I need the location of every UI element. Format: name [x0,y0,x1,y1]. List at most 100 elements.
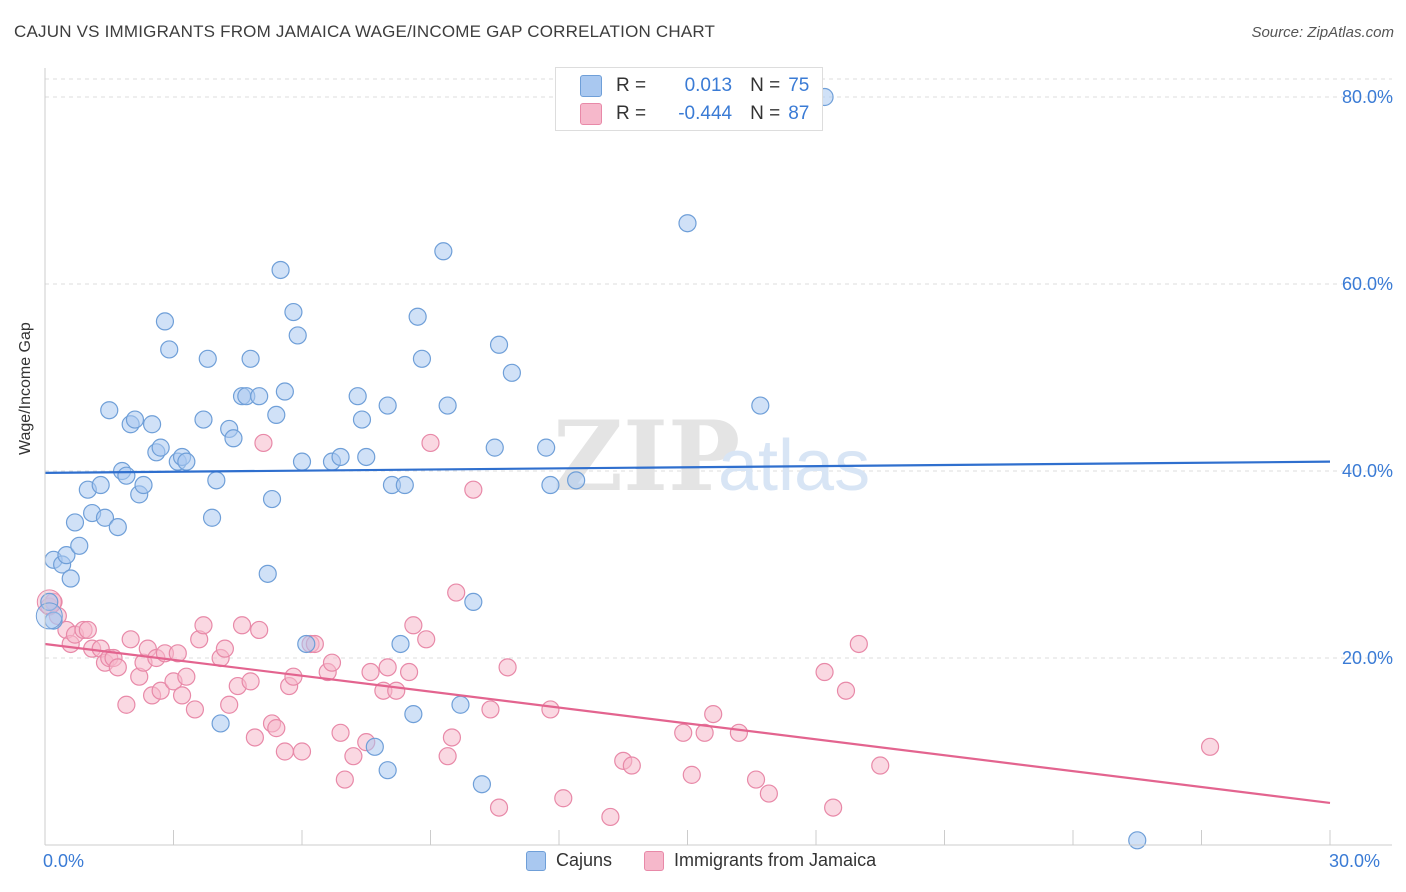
legend-item-jamaica[interactable]: Immigrants from Jamaica [644,850,876,871]
cajun-point [194,410,213,429]
jamaica-point [250,620,269,640]
cajun-point [288,326,307,345]
cajun-point [438,396,457,415]
cajun-point [378,761,397,780]
cajun-point [678,214,697,233]
y-tick-label: 20.0% [1342,648,1393,668]
cajun-point [142,415,162,434]
cajun-point [331,447,350,467]
jamaica-point [871,756,890,775]
jamaica-point [674,723,693,742]
jamaica-point [421,433,440,453]
cajun-point [297,634,316,654]
cajun-point [275,382,294,401]
cajun-point [451,695,470,714]
jamaica-point [241,672,260,691]
jamaica-point [815,662,834,682]
jamaica-point [172,686,192,705]
cajun-point [284,302,303,322]
cajun-point [151,438,170,457]
y-tick-label: 40.0% [1342,461,1393,481]
trend-lines-layer [44,460,1331,805]
cajun-points-layer [35,87,1147,850]
legend-item-cajuns[interactable]: Cajuns [526,850,612,871]
cajun-point [100,401,119,420]
jamaica-point [292,742,312,761]
jamaica-point [151,681,170,700]
cajun-point [224,429,243,448]
legend-row-jamaica: R = -0.444 N = 87 [580,102,809,126]
jamaica-point [489,798,509,817]
cajun-point [177,452,196,471]
r-value: 0.013 [684,75,733,96]
cajun-point [395,475,414,495]
jamaica-point [622,756,641,775]
legend-swatch-cajuns [526,850,546,871]
cajun-point [567,471,586,490]
cajun-point [241,349,260,368]
cajun-point [751,396,770,415]
jamaica-point [378,658,397,677]
cajun-point [378,396,397,415]
correlation-legend: R = 0.013 N = 75 R = -0.444 N = 87 [555,67,823,131]
jamaica-point [275,742,294,761]
cajun-point [65,513,85,532]
jamaica-point [284,667,303,686]
cajun-point [489,335,509,354]
cajun-point [198,349,217,368]
cajun-point [502,363,521,382]
cajun-point [537,438,556,457]
cajun-point [434,242,453,261]
cajun-point [211,714,230,733]
jamaica-point [399,662,419,682]
r-label: R = [616,75,647,96]
jamaica-point [361,662,380,682]
jamaica-point [220,695,239,714]
jamaica-point [746,770,766,789]
jamaica-point [601,807,620,827]
jamaica-point [185,700,205,719]
jamaica-point [704,704,723,724]
cajun-point-large [35,602,63,630]
jamaica-point [682,765,701,784]
cajun-point [408,307,427,326]
jamaica-point [177,667,196,686]
jamaica-point [194,616,213,635]
cajun-point [160,340,179,359]
axis-layer [44,68,1392,846]
cajun-point [61,569,80,588]
chart-title: CAJUN VS IMMIGRANTS FROM JAMAICA WAGE/IN… [14,22,716,41]
source-label: Source: ZipAtlas.com [1251,24,1394,41]
legend-swatch-jamaica [580,103,602,125]
cajun-point [108,517,127,537]
cajun-point [404,704,423,724]
jamaica-point [849,634,868,654]
jamaica-point [344,747,363,766]
legend-row-cajuns: R = 0.013 N = 75 [580,74,809,98]
cajun-point [271,260,290,280]
jamaica-point [554,789,573,808]
cajun-point [155,312,175,331]
cajun-point [202,508,222,527]
cajun-point [95,508,115,527]
cajun-point [57,546,76,565]
cajun-point [365,737,384,756]
grid-layer: 20.0% 40.0% 60.0% 80.0% [45,78,1393,668]
y-tick-label: 60.0% [1342,274,1393,294]
cajun-point [1128,831,1147,850]
jamaica-point [541,700,560,719]
jamaica-point [335,770,354,789]
cajun-point [357,447,376,467]
cajun-point [125,410,145,429]
cajun-point [412,349,432,368]
jamaica-point [232,616,252,635]
cajun-point [267,405,286,424]
n-label: N = [750,103,781,124]
jamaica-point [759,784,778,803]
jamaica-point [108,658,127,677]
cajun-point [117,466,136,485]
jamaica-point [245,728,264,747]
n-label: N = [750,75,781,96]
